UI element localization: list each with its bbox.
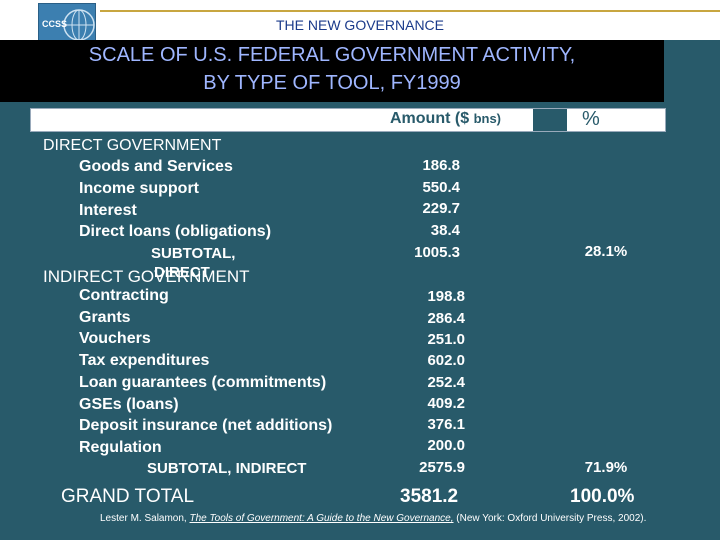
direct-amount-interest: 229.7 [422,200,460,217]
direct-item-interest: Interest [79,202,137,219]
slide-title-line-2: BY TYPE OF TOOL, FY1999 [203,72,461,94]
direct-amount-income-support: 550.4 [422,179,460,196]
indirect-item-vouchers: Vouchers [79,330,151,347]
direct-subtotal-percent: 28.1% [584,243,628,260]
grand-total-percent: 100.0% [570,486,635,507]
header-divider [100,10,720,12]
indirect-amount-loan-guarantees: 252.4 [427,374,465,391]
citation-publisher: (New York: Oxford University Press, 2002… [453,513,647,524]
indirect-item-contracting: Contracting [79,287,169,304]
grand-total-label: GRAND TOTAL [61,486,195,507]
indirect-amount-grants: 286.4 [427,310,465,327]
citation-book-title: The Tools of Government: A Guide to the … [189,513,454,524]
indirect-item-deposit-insurance: Deposit insurance (net additions) [79,417,333,434]
amount-header-unit: bns) [473,111,502,126]
indirect-subtotal-percent: 71.9% [584,459,628,476]
citation: Lester M. Salamon, The Tools of Governme… [100,513,720,524]
direct-item-goods-services: Goods and Services [79,158,233,175]
amount-header: Amount ($ bns) [390,108,501,132]
direct-subtotal-amount: 1005.3 [414,244,460,261]
indirect-item-gses: GSEs (loans) [79,396,179,413]
direct-item-income-support: Income support [79,180,200,197]
slide-title-box: SCALE OF U.S. FEDERAL GOVERNMENT ACTIVIT… [0,40,664,102]
indirect-subtotal-label: SUBTOTAL, INDIRECT [147,460,307,477]
indirect-item-grants: Grants [79,309,131,326]
citation-author: Lester M. Salamon, [100,513,190,524]
grand-total-amount: 3581.2 [400,486,459,507]
header-separator [533,109,567,131]
direct-amount-goods-services: 186.8 [422,157,460,174]
logo-text: CCSS [42,19,68,29]
indirect-amount-gses: 409.2 [427,395,465,412]
direct-subtotal-label: SUBTOTAL, [151,245,236,262]
direct-government-heading: DIRECT GOVERNMENT [43,137,222,154]
indirect-amount-vouchers: 251.0 [427,331,465,348]
indirect-amount-tax-expenditures: 602.0 [427,352,465,369]
presentation-title: THE NEW GOVERNANCE [275,17,444,33]
direct-item-direct-loans: Direct loans (obligations) [79,223,272,240]
direct-subtotal-word: DIRECT [154,264,210,281]
slide-title-line-1: SCALE OF U.S. FEDERAL GOVERNMENT ACTIVIT… [88,44,576,66]
indirect-item-loan-guarantees: Loan guarantees (commitments) [79,374,327,391]
indirect-subtotal-amount: 2575.9 [419,459,465,476]
indirect-amount-contracting: 198.8 [427,288,465,305]
direct-amount-direct-loans: 38.4 [430,222,460,239]
ccss-logo: CCSS [38,3,96,47]
indirect-amount-regulation: 200.0 [427,437,465,454]
column-header-panel [30,108,666,132]
indirect-item-regulation: Regulation [79,439,162,456]
indirect-amount-deposit-insurance: 376.1 [427,416,465,433]
indirect-government-heading: INDIRECT GOVERNMENT [43,267,250,286]
percent-header: % [582,108,600,130]
top-bar [0,0,720,40]
amount-header-text: Amount ($ [390,110,470,127]
indirect-item-tax-expenditures: Tax expenditures [79,352,210,369]
